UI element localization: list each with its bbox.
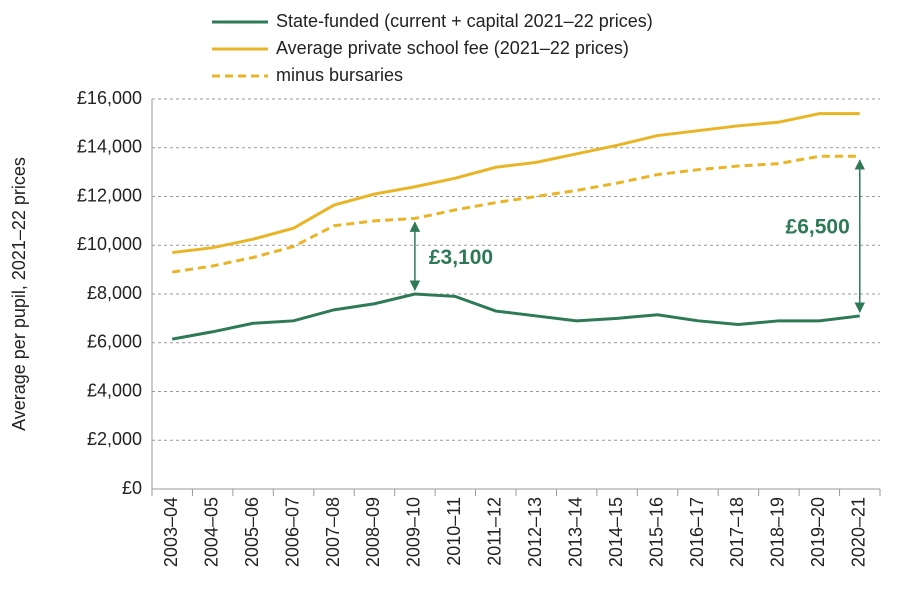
series-line	[171, 292, 860, 341]
x-tick-label: 2016–17	[687, 497, 707, 567]
x-tick-label: 2015–16	[646, 497, 666, 567]
legend-label: Average private school fee (2021–22 pric…	[276, 38, 629, 58]
legend-label: minus bursaries	[276, 65, 403, 85]
series-line	[172, 112, 860, 255]
x-tick-label: 2017–18	[727, 497, 747, 567]
x-tick-label: 2005–06	[242, 497, 262, 567]
x-tick-label: 2018–19	[768, 497, 788, 567]
y-tick-label: £2,000	[87, 429, 142, 449]
y-tick-label: £4,000	[87, 380, 142, 400]
x-tick-label: 2009–10	[404, 497, 424, 567]
x-tick-label: 2014–15	[606, 497, 626, 567]
x-tick-label: 2008–09	[363, 497, 383, 567]
x-tick-label: 2004–05	[201, 497, 221, 567]
x-tick-label: 2007–08	[323, 497, 343, 567]
x-tick-label: 2013–14	[565, 497, 585, 567]
y-tick-label: £8,000	[87, 283, 142, 303]
x-tick-label: 2003–04	[161, 497, 181, 567]
y-tick-label: £14,000	[77, 137, 142, 157]
annotation: £6,500	[786, 216, 850, 239]
x-tick-label: 2020–21	[849, 497, 869, 567]
x-tick-label: 2010–11	[444, 497, 464, 566]
y-tick-label: £6,000	[87, 332, 142, 352]
x-tick-label: 2012–13	[525, 497, 545, 567]
x-tick-label: 2019–20	[808, 497, 828, 567]
annotation: £3,100	[429, 246, 493, 269]
series-line	[171, 154, 860, 274]
y-tick-label: £0	[122, 478, 142, 498]
x-tick-label: 2006–07	[282, 497, 302, 567]
y-tick-label: £12,000	[77, 185, 142, 205]
y-tick-label: £10,000	[77, 234, 142, 254]
y-tick-label: £16,000	[77, 88, 142, 108]
x-tick-label: 2011–12	[485, 497, 505, 566]
legend-label: State-funded (current + capital 2021–22 …	[276, 11, 653, 31]
y-axis-label: Average per pupil, 2021–22 prices	[9, 157, 29, 431]
